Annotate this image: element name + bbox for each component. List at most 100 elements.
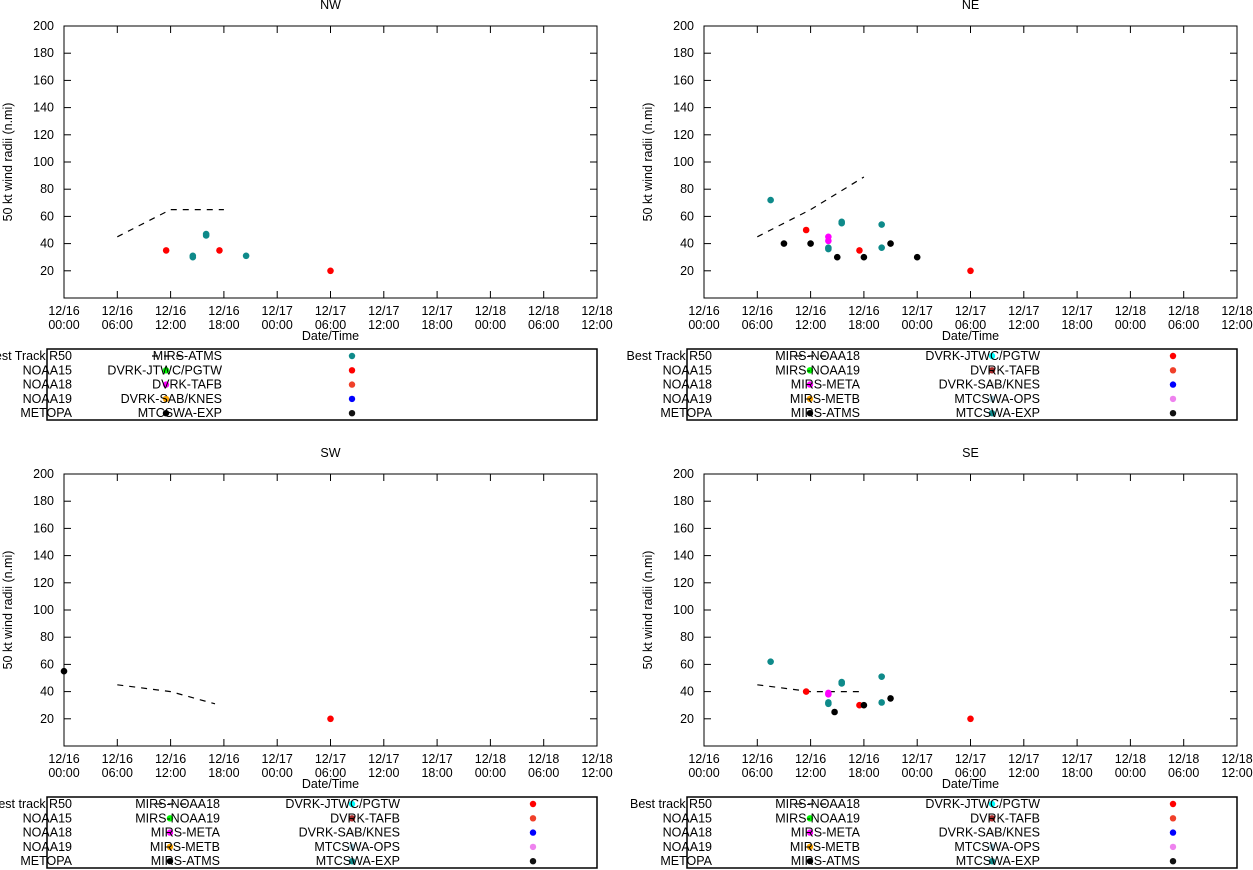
- ne-legend-dot-marker: [1169, 352, 1177, 360]
- sw-xtick-time: 12:00: [155, 766, 186, 780]
- ne-legend-dot-marker: [806, 395, 814, 403]
- se-xtick-time: 06:00: [742, 766, 773, 780]
- sw-legend-label: MIRS-META: [151, 826, 221, 840]
- nw-ytick-label: 200: [33, 19, 54, 33]
- nw-legend-label: MIRS-ATMS: [153, 349, 222, 363]
- sw-legend-label: DVRK-TAFB: [330, 811, 400, 825]
- nw-point-dvrk-jtwc-pgtw: [162, 247, 170, 254]
- ne-xtick-date: 12/17: [1061, 304, 1092, 318]
- sw-legend-dot-marker: [529, 829, 537, 836]
- ne-xtick-time: 12:00: [1008, 318, 1039, 332]
- nw-xtick-label: 12/18 06:00: [528, 304, 559, 332]
- ne-ytick-label: 140: [673, 101, 694, 115]
- ne-xtick-label: 12/18 06:00: [1168, 304, 1199, 332]
- nw-xtick-time: 12:00: [155, 318, 186, 332]
- ne-ytick-label: 200: [673, 19, 694, 33]
- nw-xtick-time: 00:00: [262, 318, 293, 332]
- sw-legend-dot-marker: [529, 800, 537, 808]
- se-ytick-label: 160: [673, 521, 694, 535]
- ne-legend-label: MTCSWA-EXP: [956, 406, 1040, 420]
- se-legend-label: NOAA19: [663, 840, 712, 854]
- sw-xtick-label: 12/17 12:00: [368, 752, 399, 780]
- sw-legend-box: [46, 796, 598, 869]
- ne-legend-dot-marker: [988, 367, 996, 374]
- se-xtick-date: 12/16: [688, 752, 719, 766]
- se-ytick-label: 200: [673, 467, 694, 481]
- se-xtick-label: 12/16 00:00: [688, 752, 719, 780]
- se-point-metopa: [831, 708, 838, 716]
- ne-x-axis-label: Date/Time: [942, 329, 999, 343]
- se-point-metopa: [860, 701, 868, 709]
- nw-legend-label: METOPA: [20, 406, 72, 420]
- sw-ytick-label: 200: [33, 467, 54, 481]
- nw-xtick-label: 12/17 18:00: [421, 304, 452, 332]
- se-legend-dot-marker: [806, 829, 814, 836]
- sw-point-metopa: [60, 667, 68, 675]
- sw-xtick-date: 12/17: [262, 752, 293, 766]
- ne-point-metopa: [807, 240, 814, 247]
- nw-legend-box: [46, 348, 598, 421]
- se-legend-label: MIRS-ATMS: [791, 854, 860, 868]
- se-legend-label: MIRS-METB: [790, 840, 860, 854]
- se-xtick-date: 12/16: [742, 752, 773, 766]
- ne-xtick-label: 12/16 00:00: [688, 304, 719, 332]
- ne-ytick-label: 20: [680, 264, 694, 278]
- se-xtick-label: 12/17 18:00: [1061, 752, 1092, 780]
- sw-xtick-time: 12:00: [581, 766, 612, 780]
- se-xtick-date: 12/18: [1221, 752, 1252, 766]
- ne-legend-dot-marker: [1169, 395, 1177, 403]
- sw-xtick-date: 12/18: [528, 752, 559, 766]
- se-xtick-time: 00:00: [688, 766, 719, 780]
- nw-legend-label: NOAA15: [23, 363, 72, 377]
- ne-xtick-date: 12/17: [955, 304, 986, 318]
- ne-legend-label: MIRS-NOAA19: [775, 363, 860, 377]
- ne-xtick-label: 12/16 12:00: [795, 304, 826, 332]
- ne-point-dvrk-jtwc-pgtw: [856, 247, 863, 254]
- se-legend-label: MTCSWA-EXP: [956, 854, 1040, 868]
- ne-legend-label: MIRS-META: [791, 378, 861, 392]
- nw-point-mirs-atms: [189, 252, 197, 260]
- sw-ytick-label: 160: [33, 521, 54, 535]
- ne-point-dvrk-jtwc-pgtw: [802, 226, 810, 234]
- se-legend-label: MTCSWA-OPS: [954, 840, 1040, 854]
- ne-point-mirs-atms: [825, 245, 832, 253]
- sw-ytick-label: 180: [33, 494, 54, 508]
- nw-legend-dot-marker: [348, 367, 356, 374]
- nw-legend-dot-marker: [162, 395, 170, 403]
- se-ytick-label: 60: [680, 657, 694, 671]
- se-legend-label: METOPA: [660, 854, 712, 868]
- sw-xtick-label: 12/17 18:00: [421, 752, 452, 780]
- nw-xtick-date: 12/16: [208, 304, 239, 318]
- sw-xtick-date: 12/17: [315, 752, 346, 766]
- ne-xtick-time: 18:00: [1061, 318, 1092, 332]
- ne-xtick-time: 00:00: [1115, 318, 1146, 332]
- nw-xtick-label: 12/16 00:00: [48, 304, 79, 332]
- ne-legend-label: METOPA: [660, 406, 712, 420]
- ne-legend-dot-marker: [1169, 381, 1177, 388]
- nw-xtick-time: 12:00: [581, 318, 612, 332]
- se-legend-dot-marker: [1169, 843, 1177, 851]
- se-point-mirs-atms: [878, 699, 885, 706]
- se-xtick-label: 12/16 06:00: [742, 752, 773, 780]
- nw-xtick-time: 06:00: [102, 318, 133, 332]
- ne-legend-label: MIRS-NOAA18: [775, 349, 860, 363]
- sw-legend-dot-marker: [348, 843, 356, 851]
- ne-xtick-label: 12/16 06:00: [742, 304, 773, 332]
- se-legend-dot-marker: [988, 858, 996, 865]
- nw-chart-title: NW: [320, 0, 341, 12]
- nw-xtick-label: 12/17 00:00: [262, 304, 293, 332]
- se-chart-title: SE: [962, 446, 979, 460]
- se-legend-dot-marker: [1169, 800, 1177, 808]
- sw-ytick-label: 80: [40, 630, 54, 644]
- sw-xtick-label: 12/18 00:00: [475, 752, 506, 780]
- se-legend-label: MIRS-NOAA18: [775, 797, 860, 811]
- sw-xtick-label: 12/16 18:00: [208, 752, 239, 780]
- nw-point-dvrk-jtwc-pgtw: [216, 247, 223, 254]
- se-legend-dot-marker: [1169, 858, 1177, 865]
- ne-ytick-label: 120: [673, 128, 694, 142]
- se-legend-dot-marker: [988, 815, 996, 822]
- sw-xtick-label: 12/18 12:00: [581, 752, 612, 780]
- ne-point-metopa: [887, 240, 894, 247]
- nw-ytick-label: 100: [33, 155, 54, 169]
